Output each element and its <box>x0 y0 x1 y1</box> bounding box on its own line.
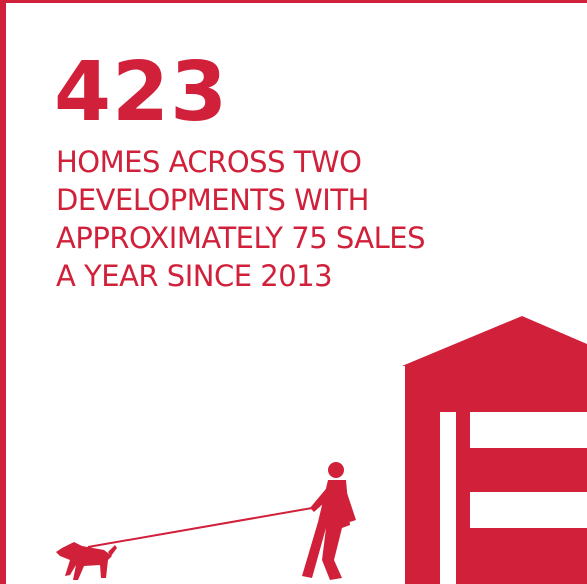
walking-man <box>302 462 356 580</box>
leash <box>87 507 313 548</box>
top-border <box>0 0 587 3</box>
headline-text: HOMES ACROSS TWO DEVELOPMENTS WITH APPRO… <box>56 143 426 295</box>
headline-line: A YEAR SINCE 2013 <box>56 259 333 293</box>
dog <box>56 542 117 580</box>
headline-line: HOMES ACROSS TWO <box>56 145 362 179</box>
left-border <box>0 0 6 584</box>
house-windows <box>440 412 587 584</box>
house <box>402 316 587 584</box>
headline-line: APPROXIMATELY 75 SALES <box>56 221 426 255</box>
headline-number: 423 <box>54 45 229 140</box>
headline-line: DEVELOPMENTS WITH <box>56 183 369 217</box>
